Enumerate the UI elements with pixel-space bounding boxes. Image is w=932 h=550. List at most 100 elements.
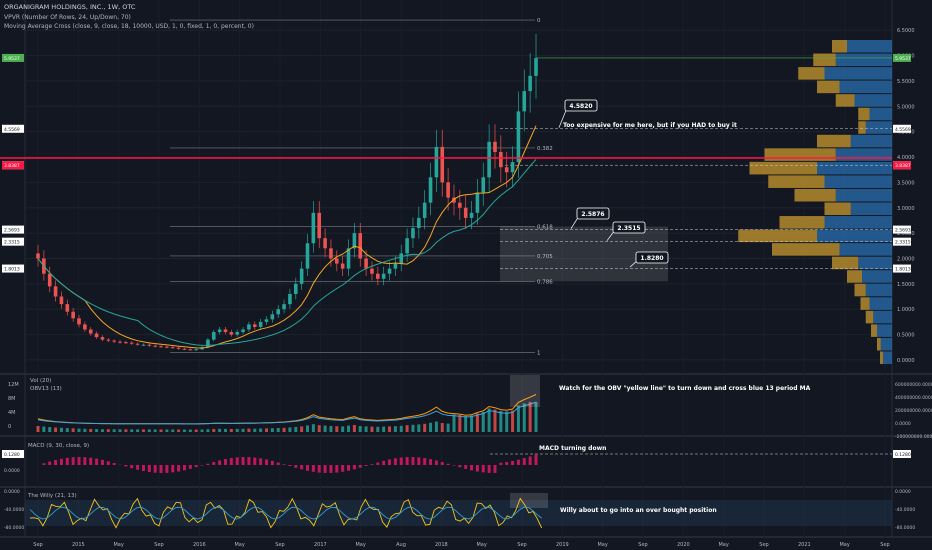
volume-bar bbox=[77, 428, 81, 432]
vpvr-up-bar bbox=[824, 175, 892, 188]
macd-hist-bar bbox=[528, 456, 532, 465]
fib-level-label: 1 bbox=[537, 350, 541, 356]
willy-panel bbox=[25, 493, 892, 529]
macd-hist-bar bbox=[446, 463, 450, 465]
willy-ma-line bbox=[29, 506, 542, 520]
candle-body bbox=[47, 273, 52, 287]
candle-body bbox=[317, 212, 322, 239]
volume-title: Vol (20) bbox=[30, 378, 51, 384]
fib-level-label: 0.705 bbox=[537, 254, 553, 260]
price-tag-right-bg bbox=[893, 124, 911, 133]
price-tick: 1.0000 bbox=[897, 307, 915, 313]
time-tick: Sep bbox=[517, 542, 526, 548]
macd-hist-bar bbox=[417, 457, 421, 465]
time-tick: May bbox=[476, 542, 486, 548]
candle-body bbox=[71, 311, 75, 319]
volume-bar bbox=[147, 429, 151, 432]
macd-left-tag: 0.1280 bbox=[4, 452, 20, 458]
candle-body bbox=[217, 329, 222, 333]
volume-bar bbox=[288, 427, 292, 432]
macd-hist-bar bbox=[522, 458, 526, 465]
volume-bar bbox=[370, 426, 374, 432]
macd-hist-bar bbox=[177, 465, 181, 472]
volume-bar bbox=[223, 428, 227, 432]
macd-hist-bar bbox=[136, 465, 140, 470]
macd-hist-bar bbox=[423, 458, 427, 465]
candle-body bbox=[141, 344, 146, 346]
volume-bar bbox=[106, 429, 110, 432]
volume-bar bbox=[411, 424, 415, 432]
vpvr-down-bar bbox=[877, 337, 881, 351]
vpvr-down-bar bbox=[860, 297, 870, 310]
candle-body bbox=[329, 248, 333, 259]
candle-body bbox=[346, 248, 351, 269]
volume-bar bbox=[100, 429, 104, 432]
volume-bar bbox=[429, 422, 433, 432]
candle-body bbox=[434, 146, 439, 178]
vpvr-up-bar bbox=[854, 94, 892, 107]
volume-bar bbox=[475, 413, 479, 432]
macd-hist-bar bbox=[505, 462, 509, 465]
price-tag-right: 4.5569 bbox=[895, 127, 911, 133]
macd-hist-bar bbox=[323, 465, 327, 473]
macd-hist-bar bbox=[124, 465, 128, 467]
volume-bar bbox=[341, 426, 345, 432]
macd-hist-bar bbox=[352, 465, 356, 470]
macd-hist-bar bbox=[376, 462, 380, 465]
price-tag-left: 4.5569 bbox=[4, 127, 20, 133]
volume-bar bbox=[317, 425, 321, 432]
candle-body bbox=[77, 318, 81, 325]
willy-left-tick: -80.0000 bbox=[4, 525, 24, 531]
price-tick: 4.0000 bbox=[897, 155, 915, 161]
macd-hist-bar bbox=[276, 462, 280, 465]
volume-bar bbox=[54, 427, 58, 432]
macd-hist-bar bbox=[493, 465, 497, 473]
candle-body bbox=[428, 177, 433, 203]
macd-hist-bar bbox=[171, 465, 175, 473]
vpvr-down-bar bbox=[835, 94, 855, 107]
candle-body bbox=[452, 197, 456, 203]
candle-body bbox=[53, 286, 58, 297]
vpvr-up-bar bbox=[880, 337, 892, 351]
willy-left-tick: -40.0000 bbox=[4, 507, 24, 513]
candle-body bbox=[288, 293, 292, 305]
callout-value: 4.5820 bbox=[569, 103, 592, 110]
macd-hist-bar bbox=[112, 462, 116, 465]
candle-body bbox=[270, 314, 275, 320]
macd-hist-bar bbox=[100, 459, 104, 465]
candle-body bbox=[481, 177, 486, 193]
willy-right-tick: -40.0000 bbox=[895, 507, 915, 513]
candle-body bbox=[487, 141, 491, 178]
volume-tick: 4M bbox=[8, 410, 16, 416]
macd-title: MACD (9, 30, close, 9) bbox=[28, 443, 89, 449]
price-tag-right-bg bbox=[893, 237, 911, 246]
vpvr-down-bar bbox=[824, 202, 851, 216]
volume-bar bbox=[65, 428, 69, 432]
time-tick: 2020 bbox=[677, 542, 690, 548]
obv-ma-line bbox=[37, 401, 537, 425]
macd-hist-bar bbox=[440, 462, 444, 465]
time-tick: Sep bbox=[638, 542, 647, 548]
annotation-macd: MACD turning down bbox=[539, 445, 606, 452]
macd-hist-bar bbox=[106, 461, 110, 465]
volume-tick: 0 bbox=[8, 424, 11, 430]
candle-body bbox=[528, 75, 532, 92]
time-tick: May bbox=[113, 542, 123, 548]
obv-highlight bbox=[510, 375, 540, 407]
macd-hist-bar bbox=[159, 465, 163, 473]
macd-hist-bar bbox=[452, 465, 456, 466]
volume-bar bbox=[259, 428, 263, 432]
vpvr-down-bar bbox=[764, 148, 836, 161]
vpvr-down-bar bbox=[772, 243, 840, 256]
volume-bar bbox=[440, 423, 444, 432]
volume-bar bbox=[358, 426, 362, 432]
fib-retracement[interactable]: 0 0.382 0.618 0.705 0.786 1 4.5820 2.5876 2.3515… bbox=[170, 18, 892, 356]
callout-box bbox=[635, 251, 669, 264]
callout-box bbox=[576, 207, 610, 220]
volume-bar bbox=[136, 429, 140, 432]
vpvr-up-bar bbox=[850, 134, 892, 148]
volume-panel bbox=[36, 375, 540, 432]
callout-value: 2.3515 bbox=[617, 225, 640, 232]
